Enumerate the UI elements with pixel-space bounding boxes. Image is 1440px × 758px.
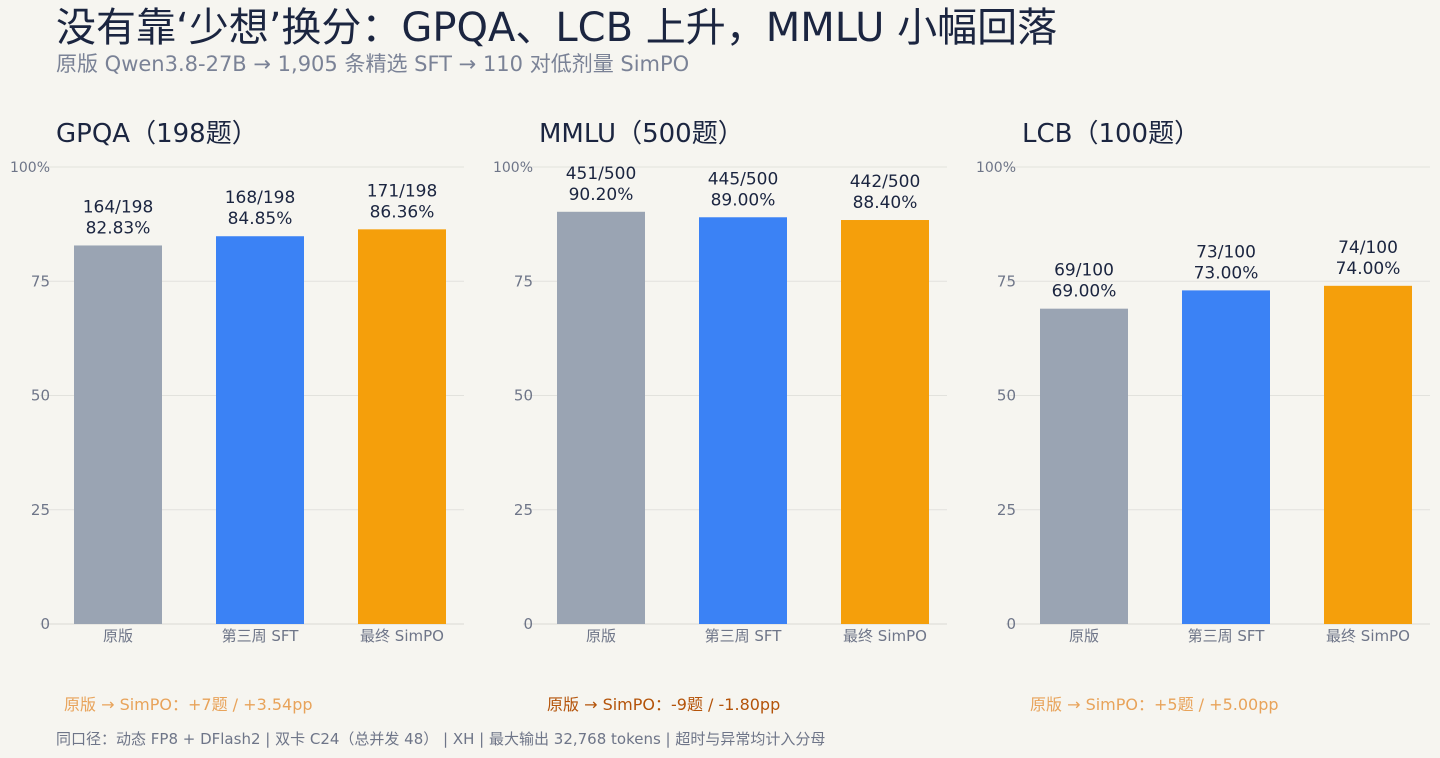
lcb-y-tick-label: 0	[1006, 615, 1016, 633]
mmlu-data-label: 445/500	[708, 169, 779, 189]
lcb-y-tick-label: 50	[997, 387, 1016, 405]
mmlu-y-tick-label: 0	[523, 615, 533, 633]
gpqa-y-tick-label: 75	[31, 272, 50, 290]
mmlu-bar-simpo	[841, 220, 929, 624]
gpqa-data-label: 164/198	[83, 197, 154, 217]
mmlu-x-tick-label: 最终 SimPO	[843, 627, 927, 645]
lcb-bar-original	[1040, 308, 1128, 624]
mmlu-data-label: 451/500	[566, 164, 637, 184]
gpqa-x-tick-label: 原版	[103, 627, 133, 645]
lcb-delta-note: 原版 → SimPO：+5题 / +5.00pp	[1030, 695, 1279, 714]
gpqa-y-tick-label: 50	[31, 387, 50, 405]
lcb-y-tick-label: 100%	[976, 160, 1016, 176]
gpqa-y-tick-label: 0	[40, 615, 50, 633]
mmlu-bar-sft	[699, 217, 787, 624]
mmlu-delta-note: 原版 → SimPO：-9题 / -1.80pp	[547, 695, 781, 714]
gpqa-x-tick-label: 第三周 SFT	[222, 627, 300, 645]
lcb-panel-title: LCB（100题）	[1022, 119, 1201, 149]
lcb-data-label: 69/100	[1054, 261, 1114, 281]
mmlu-y-tick-label: 75	[514, 272, 533, 290]
gpqa-delta-note: 原版 → SimPO：+7题 / +3.54pp	[64, 695, 313, 714]
mmlu-x-tick-label: 第三周 SFT	[705, 627, 783, 645]
gpqa-data-label: 82.83%	[86, 218, 151, 238]
gpqa-data-label: 86.36%	[370, 202, 435, 222]
page-title: 没有靠‘少想’换分：GPQA、LCB 上升，MMLU 小幅回落	[56, 5, 1058, 51]
gpqa-panel-title: GPQA（198题）	[56, 119, 258, 149]
mmlu-data-label: 88.40%	[853, 193, 918, 213]
page-subtitle: 原版 Qwen3.8-27B → 1,905 条精选 SFT → 110 对低剂…	[56, 52, 690, 76]
lcb-data-label: 69.00%	[1052, 282, 1117, 302]
lcb-data-label: 74.00%	[1336, 259, 1401, 279]
mmlu-data-label: 90.20%	[569, 185, 634, 205]
lcb-y-tick-label: 75	[997, 272, 1016, 290]
gpqa-bar-simpo	[358, 229, 446, 625]
gpqa-y-tick-label: 100%	[10, 160, 50, 176]
gpqa-data-label: 171/198	[367, 181, 438, 201]
lcb-x-tick-label: 最终 SimPO	[1326, 627, 1410, 645]
mmlu-y-tick-label: 50	[514, 387, 533, 405]
lcb-data-label: 73/100	[1196, 242, 1256, 262]
mmlu-panel-title: MMLU（500题）	[539, 119, 744, 149]
lcb-data-label: 74/100	[1338, 238, 1398, 258]
gpqa-data-label: 84.85%	[228, 209, 293, 229]
mmlu-data-label: 89.00%	[711, 190, 776, 210]
lcb-x-tick-label: 第三周 SFT	[1188, 627, 1266, 645]
gpqa-bar-original	[74, 245, 162, 624]
mmlu-bar-original	[557, 211, 645, 624]
mmlu-y-tick-label: 25	[514, 501, 533, 519]
gpqa-y-tick-label: 25	[31, 501, 50, 519]
lcb-x-tick-label: 原版	[1069, 627, 1099, 645]
mmlu-y-tick-label: 100%	[493, 160, 533, 176]
mmlu-data-label: 442/500	[850, 172, 921, 192]
gpqa-bar-sft	[216, 236, 304, 624]
footer-note: 同口径：动态 FP8 + DFlash2 | 双卡 C24（总并发 48） | …	[56, 730, 826, 748]
gpqa-x-tick-label: 最终 SimPO	[360, 627, 444, 645]
lcb-bar-simpo	[1324, 285, 1412, 624]
lcb-data-label: 73.00%	[1194, 263, 1259, 283]
lcb-y-tick-label: 25	[997, 501, 1016, 519]
lcb-bar-sft	[1182, 290, 1270, 624]
gpqa-data-label: 168/198	[225, 188, 296, 208]
mmlu-x-tick-label: 原版	[586, 627, 616, 645]
